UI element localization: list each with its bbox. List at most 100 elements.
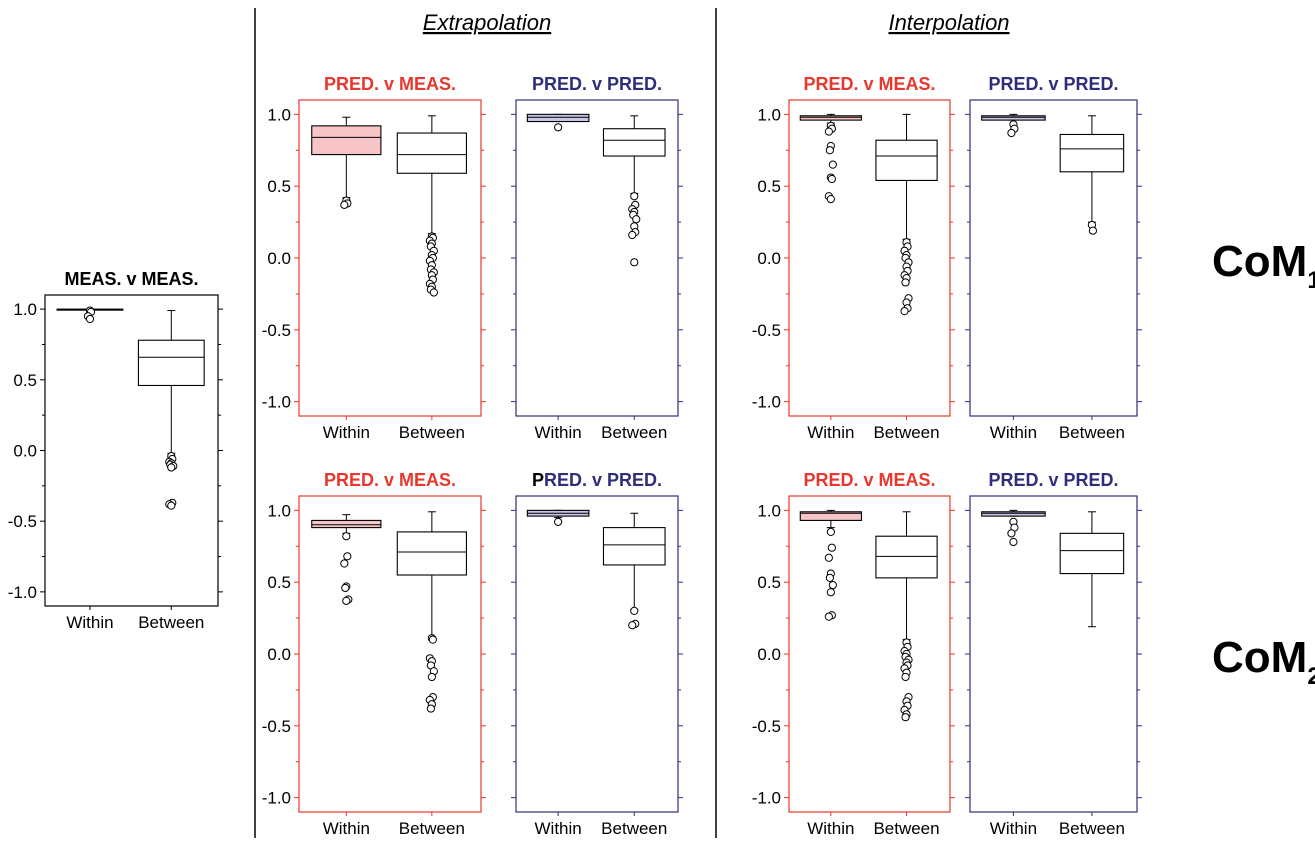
x-category-label: Within bbox=[323, 423, 370, 442]
box bbox=[1059, 133, 1125, 173]
panel-title: PRED. v MEAS. bbox=[324, 470, 456, 490]
box bbox=[602, 527, 666, 566]
box bbox=[1059, 532, 1125, 575]
y-tick-label: 0.0 bbox=[13, 442, 37, 461]
outlier-point bbox=[826, 195, 835, 204]
panel-inter-com2-pp: PRED. v PRED. Within Between bbox=[965, 470, 1142, 838]
box bbox=[137, 339, 205, 387]
outlier-point bbox=[630, 258, 639, 267]
outlier-point bbox=[167, 501, 176, 510]
panel-extra-com2-pm: PRED. v MEAS. 1.0 0.5 0.0 -0.5 -1.0 Within Betw… bbox=[262, 470, 486, 838]
outlier-point bbox=[1088, 226, 1098, 235]
box bbox=[981, 115, 1046, 121]
outlier-point bbox=[826, 527, 835, 537]
outlier-point bbox=[554, 123, 563, 132]
y-tick-label: -0.5 bbox=[752, 717, 781, 736]
box bbox=[311, 519, 382, 529]
panel-title: PRED. v PRED. bbox=[532, 74, 662, 94]
outlier-point bbox=[630, 192, 639, 201]
y-tick-label: 1.0 bbox=[13, 300, 37, 319]
outlier-point bbox=[628, 621, 637, 630]
outlier-point bbox=[85, 314, 95, 324]
outlier-point bbox=[342, 596, 351, 605]
x-category-label: Between bbox=[399, 819, 465, 838]
y-tick-label: 0.5 bbox=[267, 177, 291, 196]
box bbox=[875, 139, 938, 181]
x-category-label: Within bbox=[807, 423, 854, 442]
panel-title: MEAS. v MEAS. bbox=[64, 269, 198, 289]
box bbox=[981, 511, 1046, 517]
panel-title: PRED. v PRED. bbox=[532, 470, 662, 490]
y-tick-label: 0.5 bbox=[757, 177, 781, 196]
outlier-point bbox=[1007, 529, 1016, 538]
x-category-label: Between bbox=[601, 423, 667, 442]
y-tick-label: 0.5 bbox=[757, 573, 781, 592]
y-tick-label: -1.0 bbox=[752, 789, 781, 808]
y-tick-label: 0.5 bbox=[267, 573, 291, 592]
outlier-point bbox=[554, 517, 563, 526]
outlier-point bbox=[826, 588, 835, 597]
box bbox=[396, 132, 467, 174]
y-tick-label: 0.0 bbox=[267, 249, 291, 268]
panel-meas-v-meas: MEAS. v MEAS. 1.0 0.5 0.0 -0.5 -1.0 Within Betw… bbox=[8, 269, 223, 632]
y-tick-label: 0.0 bbox=[757, 249, 781, 268]
y-tick-label: 1.0 bbox=[267, 501, 291, 520]
y-tick-label: -1.0 bbox=[262, 789, 291, 808]
box bbox=[311, 125, 382, 156]
outlier-point bbox=[632, 215, 641, 224]
outlier-point bbox=[828, 580, 837, 590]
row-label-com1: CoM1 bbox=[1212, 237, 1315, 294]
y-tick-label: -1.0 bbox=[752, 393, 781, 412]
panel-inter-com1-pp: PRED. v PRED. Within Between bbox=[965, 74, 1142, 442]
y-tick-label: -0.5 bbox=[262, 321, 291, 340]
outlier-point bbox=[824, 612, 833, 621]
outlier-point bbox=[828, 160, 837, 169]
outlier-point bbox=[342, 532, 351, 541]
x-category-label: Between bbox=[399, 423, 465, 442]
outlier-point bbox=[427, 672, 436, 682]
row-label-com2-sub: 2 bbox=[1307, 663, 1315, 690]
x-category-label: Between bbox=[138, 613, 204, 632]
outlier-point bbox=[900, 307, 909, 316]
outlier-point bbox=[340, 559, 349, 568]
panel-inter-com2-pm: PRED. v MEAS. 1.0 0.5 0.0 -0.5 -1.0 Within Betw… bbox=[752, 470, 955, 838]
x-category-label: Within bbox=[807, 819, 854, 838]
y-tick-label: -1.0 bbox=[262, 393, 291, 412]
outlier-point bbox=[167, 463, 176, 472]
x-category-label: Within bbox=[66, 613, 113, 632]
outlier-point bbox=[824, 553, 833, 562]
y-tick-label: 0.0 bbox=[267, 645, 291, 664]
box bbox=[799, 115, 863, 121]
panel-title: PRED. v PRED. bbox=[988, 470, 1118, 490]
y-tick-label: 0.5 bbox=[13, 371, 37, 390]
box bbox=[602, 128, 666, 157]
y-tick-label: 1.0 bbox=[757, 501, 781, 520]
outlier-point bbox=[429, 288, 438, 297]
panel-title: PRED. v PRED. bbox=[988, 74, 1118, 94]
y-tick-label: -0.5 bbox=[262, 717, 291, 736]
section-title-interpolation: Interpolation bbox=[888, 10, 1009, 35]
panel-title-first-letter: P bbox=[532, 470, 544, 490]
outlier-point bbox=[343, 552, 352, 561]
y-tick-label: -0.5 bbox=[8, 512, 37, 531]
x-category-label: Between bbox=[1059, 423, 1125, 442]
row-label-com2: CoM2 bbox=[1212, 633, 1315, 690]
x-category-label: Within bbox=[990, 819, 1037, 838]
y-tick-label: 1.0 bbox=[757, 105, 781, 124]
box bbox=[526, 113, 590, 123]
outlier-point bbox=[901, 278, 910, 287]
panel-title-rest: RED. v PRED. bbox=[544, 470, 662, 490]
outlier-point bbox=[628, 230, 637, 240]
outlier-point bbox=[827, 174, 836, 184]
outlier-point bbox=[901, 672, 910, 682]
panel-extra-com2-pp: PRED. v PRED. Within Between bbox=[511, 470, 683, 838]
outlier-point bbox=[1007, 128, 1016, 138]
outlier-point bbox=[428, 635, 437, 644]
outlier-point bbox=[827, 543, 836, 552]
outlier-point bbox=[901, 713, 910, 722]
box bbox=[396, 531, 467, 576]
x-category-label: Between bbox=[1059, 819, 1125, 838]
outlier-point bbox=[630, 606, 639, 616]
panel-title: PRED. v MEAS. bbox=[803, 470, 935, 490]
